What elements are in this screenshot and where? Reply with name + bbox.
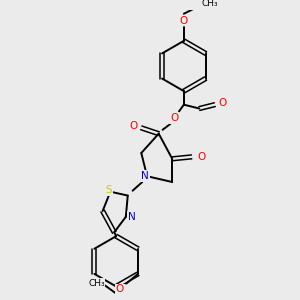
- Text: O: O: [218, 98, 227, 108]
- Text: O: O: [180, 16, 188, 26]
- Text: CH₃: CH₃: [202, 0, 218, 8]
- Text: O: O: [197, 152, 206, 162]
- Text: O: O: [129, 121, 138, 131]
- Text: O: O: [170, 113, 178, 123]
- Text: O: O: [116, 284, 124, 294]
- Text: CH₃: CH₃: [88, 279, 105, 288]
- Text: S: S: [105, 185, 112, 195]
- Text: N: N: [128, 212, 136, 222]
- Text: N: N: [141, 171, 149, 181]
